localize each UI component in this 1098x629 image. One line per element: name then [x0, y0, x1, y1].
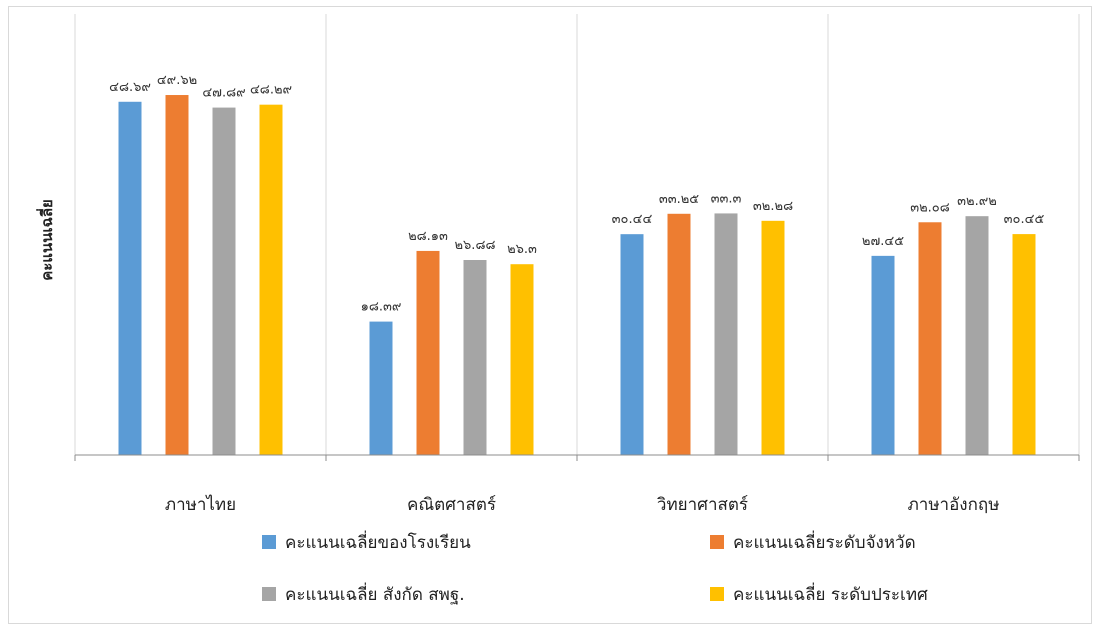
legend-label: คะแนนเฉลี่ย ระดับประเทศ: [733, 584, 928, 605]
legend-label: คะแนนเฉลี่ยระดับจังหวัด: [733, 532, 916, 553]
legend-item-school: คะแนนเฉลี่ยของโรงเรียน: [262, 530, 471, 554]
data-label: ๒๘.๑๓: [408, 229, 448, 244]
bar-layer: [118, 95, 1036, 456]
data-label: ๓๒.๒๘: [753, 199, 793, 214]
legend-label: คะแนนเฉลี่ย สังกัด สพฐ.: [285, 584, 465, 605]
data-label: ๓๓.๓: [711, 191, 742, 206]
bar: [918, 222, 942, 455]
data-label: ๒๖.๘๘: [454, 238, 495, 253]
legend-swatch: [710, 587, 724, 601]
category-tick-label: วิทยาศาสตร์: [656, 495, 748, 515]
data-label: ๓๐.๔๕: [1004, 212, 1045, 227]
bar: [463, 259, 487, 455]
chart-frame: [8, 6, 1092, 624]
legend-item-national: คะแนนเฉลี่ย ระดับประเทศ: [710, 582, 928, 606]
category-tick-label: คณิตศาสตร์: [407, 495, 496, 515]
data-label: ๓๐.๔๔: [612, 212, 653, 227]
legend-item-province: คะแนนเฉลี่ยระดับจังหวัด: [710, 530, 916, 554]
data-label: ๓๓.๒๕: [659, 192, 699, 207]
category-tick-label: ภาษาอังกฤษ: [908, 495, 1000, 515]
category-tick-label: ภาษาไทย: [165, 494, 236, 515]
data-label: ๒๗.๔๕: [862, 234, 904, 249]
axis-layer: ภาษาไทย คณิตศาสตร์ วิทยาศาสตร์ ภาษาอังกฤษ: [74, 454, 1080, 515]
data-label: ๓๒.๐๘: [910, 200, 950, 215]
bar: [1012, 234, 1036, 455]
bar: [165, 95, 189, 456]
data-label: ๑๘.๓๙: [361, 300, 402, 315]
bar: [416, 250, 440, 455]
bar: [714, 213, 738, 455]
bar: [620, 234, 644, 455]
bar: [871, 255, 895, 455]
legend-swatch: [262, 535, 276, 549]
legend-item-obec: คะแนนเฉลี่ย สังกัด สพฐ.: [262, 582, 465, 606]
bar: [259, 104, 283, 455]
data-label: ๒๖.๓: [507, 242, 537, 257]
bar: [510, 264, 534, 455]
bar: [212, 107, 236, 455]
data-label: ๔๙.๖๒: [157, 73, 197, 88]
bar: [667, 213, 691, 455]
bar: [761, 220, 785, 455]
data-label: ๔๗.๘๙: [202, 86, 245, 101]
legend-swatch: [262, 587, 276, 601]
bar: [369, 321, 393, 455]
bar: [965, 216, 989, 455]
legend-label: คะแนนเฉลี่ยของโรงเรียน: [285, 532, 471, 553]
data-label: ๓๒.๙๒: [957, 194, 997, 209]
y-axis-title: คะแนนเฉลี่ย: [36, 199, 56, 281]
data-label: ๔๘.๖๙: [109, 80, 151, 95]
data-label: ๔๘.๒๙: [250, 83, 292, 98]
grid-layer: [74, 14, 1080, 455]
legend-swatch: [710, 535, 724, 549]
bar: [118, 101, 142, 455]
